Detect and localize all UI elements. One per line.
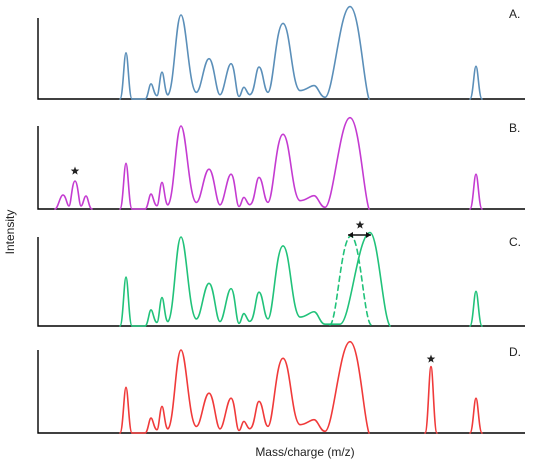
- panel-c-star-icon: [355, 220, 365, 229]
- panel-c-double-arrow-icon: [348, 232, 371, 238]
- panel-d-label: D.: [509, 345, 521, 359]
- panel-d-spectrum: [119, 340, 483, 434]
- x-axis-title: Mass/charge (m/z): [255, 445, 354, 459]
- panel-a-label: A.: [509, 7, 520, 21]
- panel-b-label: B.: [509, 121, 520, 135]
- panel-d-star-icon: [426, 354, 436, 363]
- panel-a-spectrum: [119, 5, 483, 100]
- panel-b: B.: [37, 116, 525, 210]
- panel-c: C.: [37, 220, 525, 327]
- panel-d-axes: [37, 350, 525, 434]
- panel-c-shifted-peak: [329, 235, 372, 326]
- panel-b-axes: [37, 126, 525, 210]
- panel-c-label: C.: [509, 235, 521, 249]
- panel-d: D.: [37, 340, 525, 434]
- panel-b-star-icon: [70, 166, 80, 175]
- panel-a: A.: [37, 5, 525, 100]
- y-axis-title: Intensity: [3, 210, 17, 255]
- panel-c-spectrum: [119, 231, 483, 327]
- panel-b-spectrum: [54, 116, 483, 210]
- panel-a-axes: [37, 18, 525, 100]
- panel-c-axes: [37, 237, 525, 327]
